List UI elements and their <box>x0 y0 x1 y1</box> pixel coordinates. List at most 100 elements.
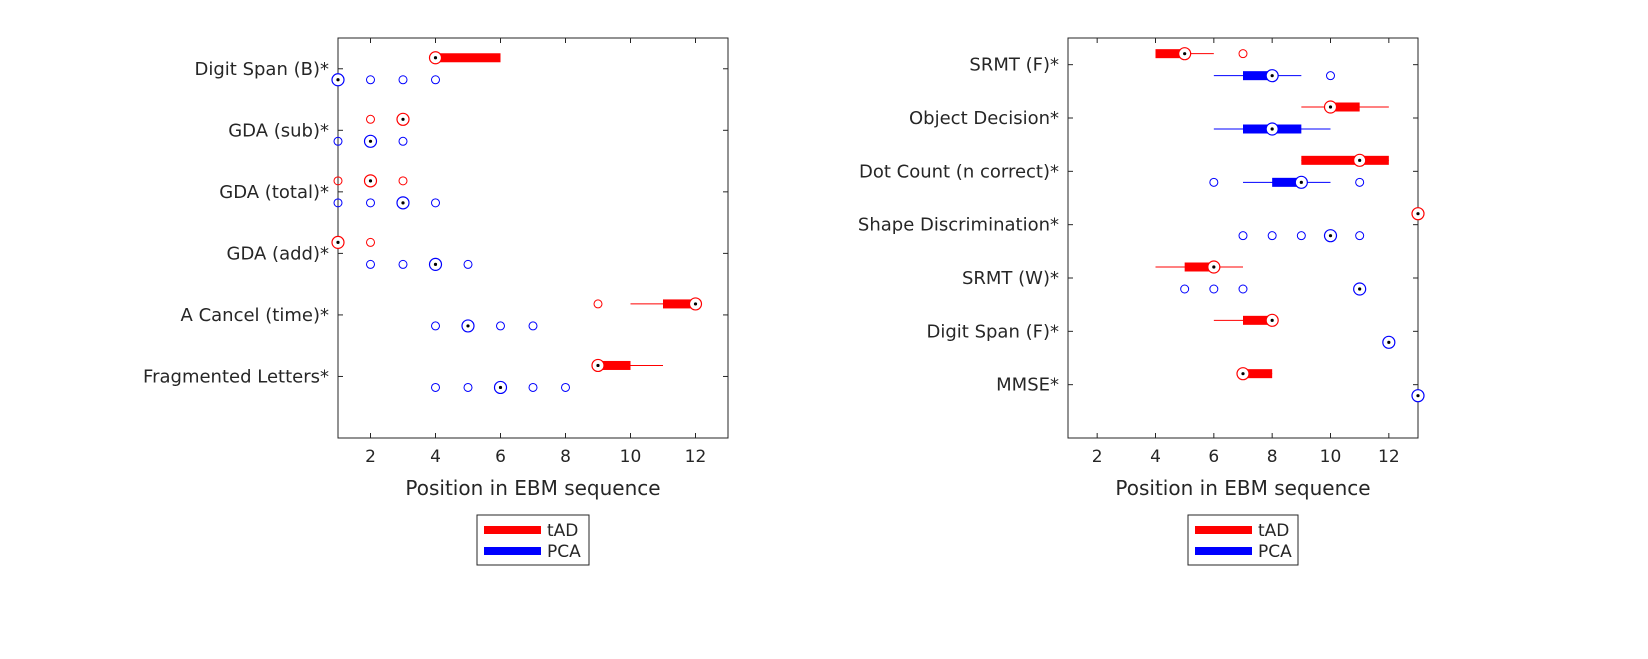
x-tick-label: 10 <box>620 447 642 467</box>
outlier-point <box>496 321 505 331</box>
median-dot <box>368 179 373 183</box>
outlier-point <box>333 198 343 208</box>
y-tick-label: Shape Discrimination* <box>858 215 1059 236</box>
outlier-point <box>333 136 343 146</box>
median-dot <box>1270 127 1274 131</box>
y-tick-label: Dot Count (n correct)* <box>859 161 1059 182</box>
median-dot <box>1416 212 1420 216</box>
x-tick-label: 4 <box>430 447 441 467</box>
box-PCA <box>1213 122 1331 136</box>
outlier-point <box>1267 231 1277 241</box>
box-tAD <box>593 297 703 311</box>
legend-swatch-tAD <box>1195 526 1252 534</box>
right-panel: 2 4 6 8 10 12 Position in EBM sequence SRMT (F)… <box>858 37 1425 566</box>
outlier-point <box>398 136 408 146</box>
legend-entry: PCA <box>547 542 581 562</box>
box-PCA <box>1180 282 1367 296</box>
x-tick-label: 4 <box>1150 447 1161 467</box>
outlier-point <box>333 176 343 186</box>
outlier-point <box>366 237 375 247</box>
iqr-box <box>1243 71 1273 81</box>
legend-swatch-PCA <box>1195 547 1252 555</box>
legend-box <box>1187 514 1299 566</box>
outlier-point <box>398 75 408 85</box>
median-dot <box>466 324 470 328</box>
axes-box <box>1067 37 1419 439</box>
median-dot <box>1299 180 1303 184</box>
box-PCA <box>1411 389 1425 403</box>
y-tick-label: Digit Span (B)* <box>195 59 329 80</box>
x-tick-label: 8 <box>560 447 571 467</box>
box-PCA <box>366 257 473 271</box>
iqr-box <box>1155 49 1185 59</box>
iqr-box <box>1184 262 1214 272</box>
outlier-point <box>398 259 408 269</box>
box-tAD <box>1236 367 1273 381</box>
median-dot <box>1416 394 1420 398</box>
median-dot <box>368 139 373 143</box>
iqr-box <box>598 360 631 370</box>
iqr-box <box>1243 315 1273 325</box>
outlier-point <box>431 198 440 208</box>
median-dot <box>1358 287 1362 291</box>
box-tAD <box>1213 313 1279 327</box>
median-dot <box>433 262 438 266</box>
outlier-point <box>1355 177 1365 187</box>
x-tick-label: 2 <box>365 447 376 467</box>
x-tick-label: 10 <box>1320 447 1342 467</box>
median-dot <box>1358 158 1362 162</box>
left-panel: 2 4 6 8 10 12 Position in EBM sequence Digit Sp… <box>143 37 729 566</box>
outlier-point <box>1209 284 1219 294</box>
outlier-point <box>1180 284 1190 294</box>
outlier-point <box>366 259 375 269</box>
median-dot <box>1270 74 1274 78</box>
y-tick-label: Object Decision* <box>909 108 1059 129</box>
box-tAD <box>333 174 408 188</box>
outlier-point <box>463 259 473 269</box>
box-tAD <box>1155 260 1243 274</box>
outlier-point <box>463 382 473 392</box>
iqr-box <box>1330 102 1360 112</box>
y-tick-label: Digit Span (F)* <box>927 321 1059 342</box>
box-PCA <box>333 134 408 148</box>
x-axis-label: Position in EBM sequence <box>1115 476 1370 500</box>
median-dot <box>1328 105 1333 109</box>
box-PCA <box>333 196 440 210</box>
box-PCA <box>331 73 440 87</box>
outlier-point <box>431 75 440 85</box>
x-tick-label: 8 <box>1267 447 1278 467</box>
outlier-point <box>398 176 408 186</box>
median-dot <box>1387 340 1391 344</box>
y-tick-label: A Cancel (time)* <box>181 305 329 326</box>
median-dot <box>336 78 340 82</box>
box-tAD <box>428 51 501 65</box>
box-PCA <box>1213 69 1335 83</box>
y-tick-label: MMSE* <box>996 375 1059 396</box>
median-dot <box>1212 265 1216 269</box>
y-tick-label: GDA (sub)* <box>228 120 329 141</box>
box-PCA <box>431 380 570 395</box>
box-PCA <box>1382 335 1396 349</box>
median-dot <box>693 302 698 306</box>
outlier-point <box>1326 71 1335 81</box>
iqr-box <box>1243 369 1273 379</box>
outlier-point <box>366 198 375 208</box>
x-tick-label: 6 <box>495 447 506 467</box>
x-tick-label: 12 <box>685 447 707 467</box>
box-tAD <box>331 235 375 249</box>
box-tAD <box>366 112 410 126</box>
y-tick-label: SRMT (F)* <box>969 55 1059 76</box>
legend-box <box>476 514 590 566</box>
median-dot <box>401 117 405 121</box>
legend-entry: tAD <box>547 521 578 541</box>
y-tick-label: GDA (add)* <box>227 243 329 264</box>
y-tick-label: SRMT (W)* <box>962 268 1059 289</box>
box-PCA <box>1238 229 1365 243</box>
box-tAD <box>1155 47 1248 61</box>
box-tAD <box>591 358 663 373</box>
x-tick-label: 2 <box>1092 447 1103 467</box>
legend-entry: PCA <box>1258 542 1292 562</box>
outlier-point <box>1238 231 1248 241</box>
x-axis-label: Position in EBM sequence <box>405 476 660 500</box>
